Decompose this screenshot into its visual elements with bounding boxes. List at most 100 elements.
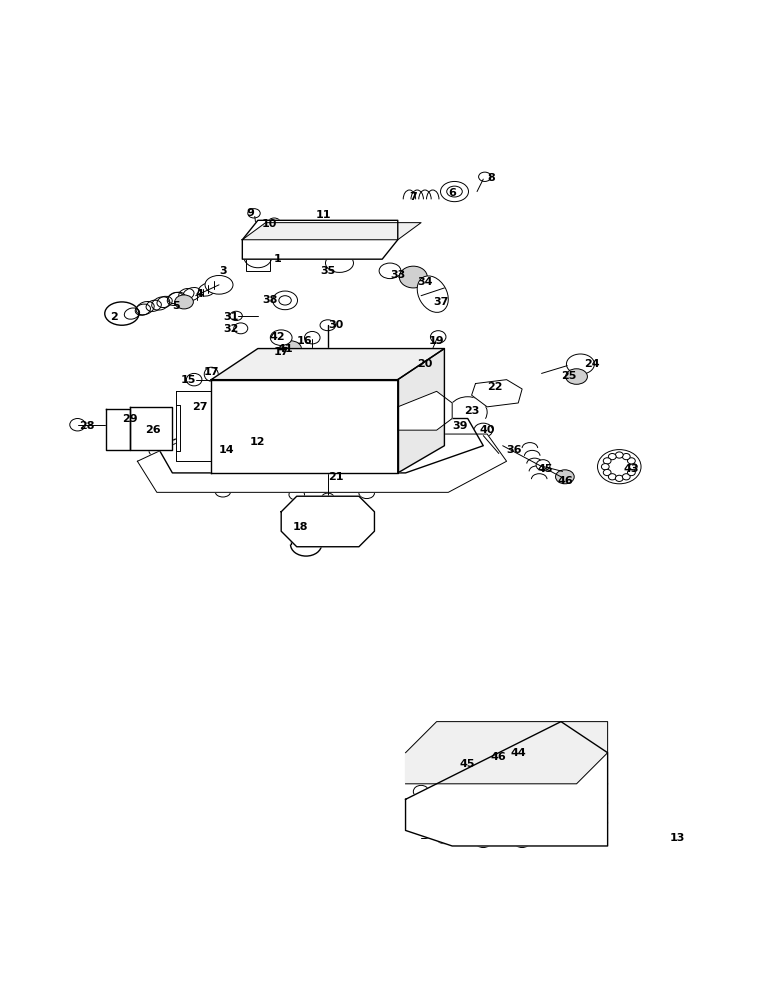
Ellipse shape: [460, 454, 476, 465]
Polygon shape: [472, 380, 522, 407]
Text: 21: 21: [328, 472, 343, 482]
Polygon shape: [211, 380, 398, 473]
Polygon shape: [398, 349, 445, 473]
Text: 7: 7: [410, 192, 417, 202]
Ellipse shape: [584, 825, 600, 836]
Polygon shape: [398, 391, 452, 430]
Ellipse shape: [628, 470, 635, 476]
Text: 46: 46: [557, 476, 573, 486]
Text: 39: 39: [452, 421, 468, 431]
Text: 37: 37: [433, 297, 448, 306]
Polygon shape: [106, 409, 129, 450]
Polygon shape: [243, 223, 421, 240]
Text: 12: 12: [250, 436, 266, 447]
Polygon shape: [137, 434, 506, 492]
Ellipse shape: [204, 434, 219, 446]
Ellipse shape: [462, 738, 482, 752]
Ellipse shape: [514, 837, 530, 848]
Ellipse shape: [488, 825, 502, 837]
Text: 41: 41: [277, 344, 292, 354]
Ellipse shape: [321, 493, 334, 502]
Ellipse shape: [601, 464, 609, 470]
Ellipse shape: [433, 825, 448, 837]
Ellipse shape: [466, 757, 485, 771]
Ellipse shape: [168, 475, 184, 486]
Ellipse shape: [615, 452, 623, 459]
Ellipse shape: [379, 263, 401, 278]
Ellipse shape: [441, 437, 456, 449]
Ellipse shape: [622, 454, 630, 460]
Ellipse shape: [499, 745, 521, 760]
Text: 5: 5: [172, 300, 180, 310]
Text: 40: 40: [480, 425, 495, 435]
Ellipse shape: [502, 816, 518, 829]
Ellipse shape: [149, 446, 165, 457]
Ellipse shape: [479, 172, 491, 181]
Text: 31: 31: [223, 312, 239, 323]
Ellipse shape: [489, 737, 509, 750]
Ellipse shape: [441, 181, 469, 202]
Text: 28: 28: [79, 421, 94, 431]
Text: 2: 2: [110, 312, 118, 323]
Ellipse shape: [266, 410, 328, 458]
Ellipse shape: [382, 434, 398, 445]
Ellipse shape: [219, 448, 258, 475]
Text: 36: 36: [506, 445, 522, 455]
Ellipse shape: [289, 432, 304, 444]
Text: 3: 3: [219, 266, 227, 276]
Text: 30: 30: [328, 321, 343, 331]
Text: 29: 29: [122, 413, 137, 423]
Ellipse shape: [570, 746, 590, 760]
Ellipse shape: [325, 254, 353, 272]
Ellipse shape: [271, 330, 292, 346]
Polygon shape: [281, 496, 374, 546]
Text: 45: 45: [537, 464, 553, 474]
Bar: [246, 257, 270, 271]
Text: 32: 32: [223, 325, 239, 334]
Ellipse shape: [434, 742, 455, 756]
Text: 17: 17: [274, 348, 289, 358]
Ellipse shape: [445, 418, 467, 434]
Ellipse shape: [603, 470, 611, 476]
Ellipse shape: [359, 488, 374, 499]
Text: 23: 23: [464, 406, 479, 415]
Ellipse shape: [566, 354, 594, 374]
Ellipse shape: [175, 295, 193, 308]
Ellipse shape: [628, 458, 635, 464]
Ellipse shape: [399, 266, 427, 288]
Ellipse shape: [514, 786, 561, 821]
Ellipse shape: [280, 341, 301, 356]
Ellipse shape: [543, 742, 563, 756]
Ellipse shape: [413, 785, 429, 797]
Text: 8: 8: [488, 172, 495, 182]
Ellipse shape: [476, 837, 491, 848]
Text: 14: 14: [219, 445, 235, 455]
Text: 20: 20: [417, 359, 433, 369]
Ellipse shape: [506, 785, 522, 797]
Ellipse shape: [421, 475, 437, 486]
Ellipse shape: [629, 464, 637, 470]
Text: 17: 17: [204, 367, 219, 377]
Ellipse shape: [225, 452, 253, 472]
Polygon shape: [157, 418, 484, 473]
Text: 4: 4: [196, 289, 204, 299]
Ellipse shape: [451, 794, 485, 820]
Text: 34: 34: [417, 277, 433, 287]
Ellipse shape: [555, 470, 574, 484]
Text: 35: 35: [321, 266, 335, 276]
Ellipse shape: [320, 320, 335, 331]
Ellipse shape: [474, 423, 493, 437]
Text: 13: 13: [670, 834, 686, 844]
Ellipse shape: [592, 816, 608, 829]
Text: 43: 43: [623, 464, 639, 474]
Text: 18: 18: [292, 522, 308, 532]
Text: 38: 38: [262, 295, 277, 305]
Ellipse shape: [622, 474, 630, 480]
Ellipse shape: [69, 418, 85, 431]
Text: 24: 24: [584, 359, 600, 369]
Text: 15: 15: [180, 375, 196, 385]
Ellipse shape: [234, 323, 248, 334]
Ellipse shape: [592, 777, 608, 790]
Ellipse shape: [608, 454, 616, 460]
Ellipse shape: [566, 369, 587, 384]
